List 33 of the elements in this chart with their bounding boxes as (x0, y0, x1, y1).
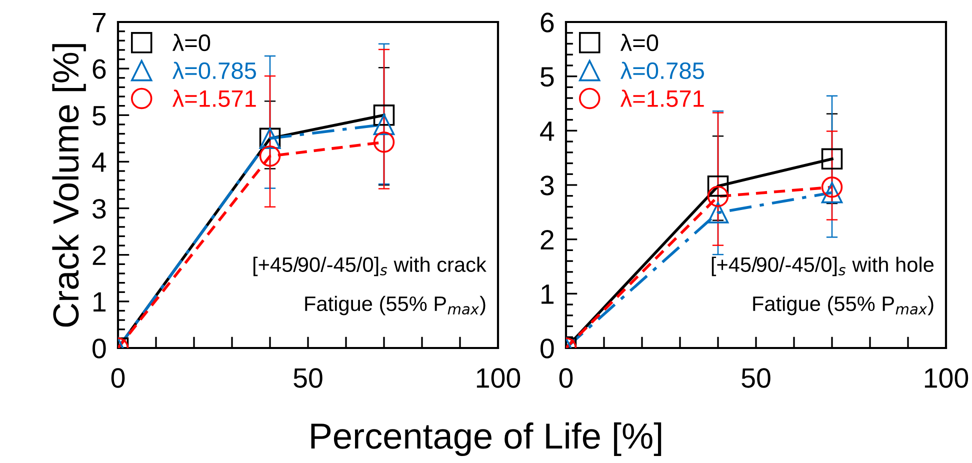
y-tick-label: 6 (540, 12, 554, 32)
x-tick-label: 50 (294, 368, 322, 388)
y-axis-title: Crack Volume [%] (52, 44, 86, 327)
legend-label: λ=1.571 (172, 90, 256, 107)
y-tick-label: 3 (540, 176, 554, 196)
y-tick-label: 2 (540, 230, 554, 250)
x-axis-title: Percentage of Life [%] (311, 422, 662, 456)
y-tick-label: 3 (92, 198, 106, 219)
annotation: Fatigue (55% P$_{max}$) (305, 296, 486, 316)
annotation: [+45/90/-45/0]$_{s}$ with crack (254, 256, 486, 276)
y-tick-label: 4 (92, 152, 106, 172)
x-tick-label: 0 (111, 368, 125, 388)
x-tick-label: 100 (476, 368, 520, 388)
x-tick-label: 50 (742, 368, 770, 388)
y-tick-label: 6 (92, 59, 106, 79)
annotation: [+45/90/-45/0]$_{s}$ with hole (712, 256, 934, 276)
x-tick-label: 0 (559, 368, 573, 388)
legend-label: λ=0.785 (172, 62, 256, 80)
legend-label: λ=0 (172, 34, 210, 52)
legend-label: λ=0 (620, 34, 658, 52)
y-tick-label: 5 (540, 67, 554, 87)
y-tick-label: 1 (94, 292, 106, 312)
legend-label: λ=0.785 (620, 62, 704, 80)
y-tick-label: 1 (542, 284, 554, 304)
y-tick-label: 7 (92, 12, 106, 32)
y-tick-label: 0 (92, 338, 106, 358)
legend-label: λ=1.571 (620, 90, 704, 107)
y-tick-label: 2 (92, 246, 106, 265)
x-tick-label: 100 (924, 368, 968, 388)
y-tick-label: 4 (540, 122, 554, 141)
annotation: Fatigue (55% P$_{max}$) (753, 296, 934, 316)
y-tick-label: 5 (92, 106, 106, 126)
y-tick-label: 0 (540, 338, 554, 358)
